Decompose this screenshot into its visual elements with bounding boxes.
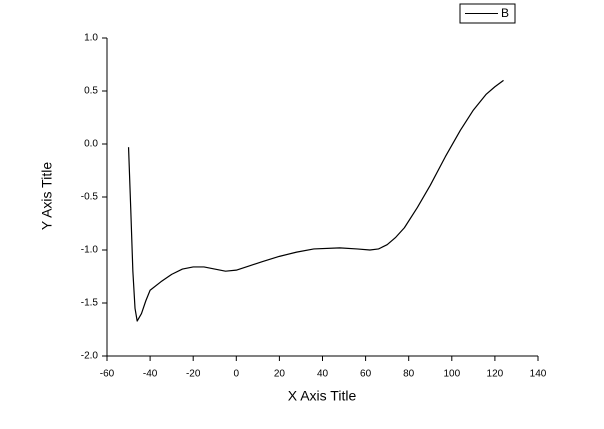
x-axis-title: X Axis Title [288, 388, 357, 404]
x-tick-label: -60 [100, 369, 115, 380]
x-tick-label: 20 [274, 369, 286, 380]
y-tick-label: 0.5 [84, 86, 98, 97]
x-tick-label: 100 [443, 369, 460, 380]
x-tick-label: 120 [487, 369, 504, 380]
x-tick-label: 0 [234, 369, 240, 380]
y-tick-label: -1.5 [81, 298, 99, 309]
x-tick-label: -20 [186, 369, 201, 380]
y-axis-title: Y Axis Title [39, 162, 55, 230]
y-tick-label: 0.0 [84, 139, 98, 150]
x-tick-label: 60 [360, 369, 372, 380]
x-tick-label: 140 [530, 369, 547, 380]
y-tick-label: -0.5 [81, 192, 99, 203]
y-tick-label: -2.0 [81, 351, 99, 362]
y-tick-label: 1.0 [84, 33, 98, 44]
x-tick-label: -40 [143, 369, 158, 380]
legend-label: B [501, 6, 509, 20]
x-tick-label: 80 [403, 369, 415, 380]
line-series [127, 79, 504, 322]
x-tick-label: 40 [317, 369, 329, 380]
y-tick-label: -1.0 [81, 245, 99, 256]
